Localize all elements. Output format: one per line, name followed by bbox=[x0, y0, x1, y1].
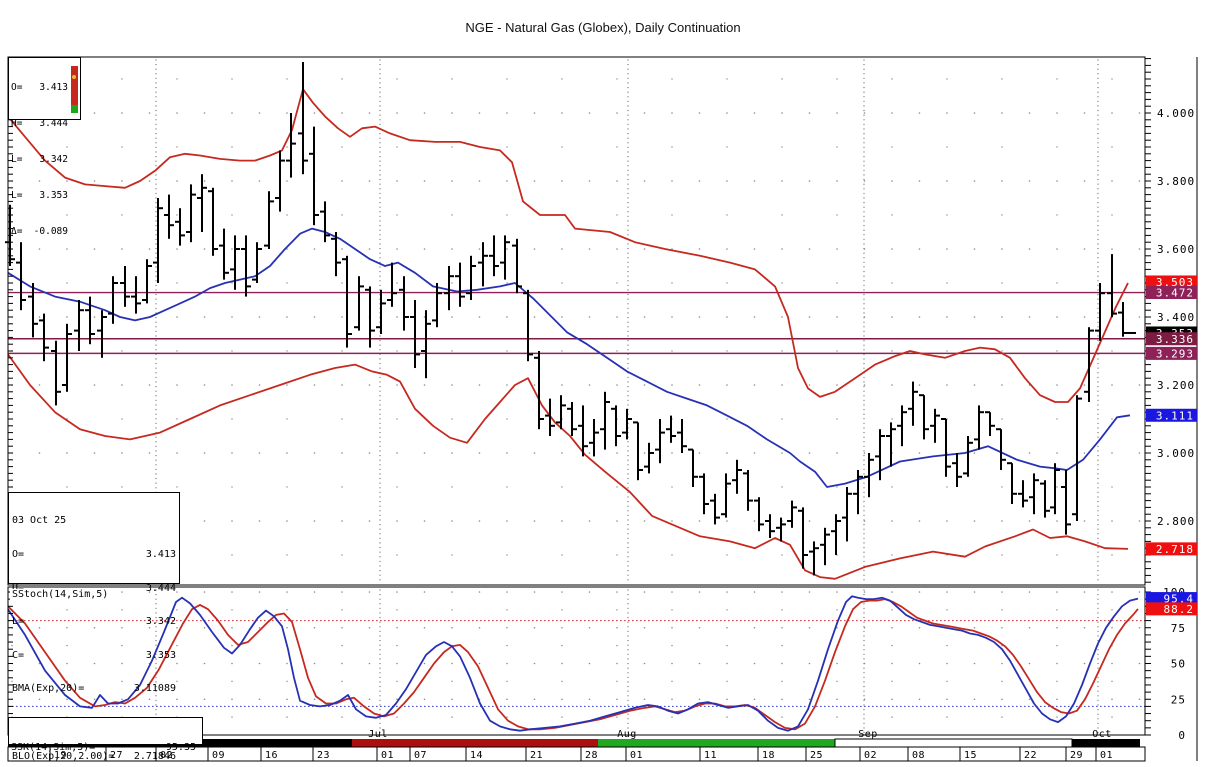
quote-high: H= 3.444 bbox=[11, 118, 68, 129]
bollinger-upper-line bbox=[7, 88, 1129, 403]
svg-text:07: 07 bbox=[414, 750, 427, 761]
svg-text:88.2: 88.2 bbox=[1164, 603, 1195, 616]
quote-change: Δ= -0.089 bbox=[11, 226, 68, 237]
svg-text:3.111: 3.111 bbox=[1156, 409, 1194, 422]
svg-text:3.400: 3.400 bbox=[1157, 311, 1195, 324]
svg-text:3.336: 3.336 bbox=[1156, 333, 1194, 346]
bollinger-lower-line bbox=[7, 353, 1129, 580]
stochastic-axis-labels: 1007550250 bbox=[1163, 586, 1186, 742]
ssk-row: SSK(14,Sim,5)= 95.35 bbox=[11, 742, 196, 753]
svg-text:3.293: 3.293 bbox=[1156, 347, 1194, 360]
candlestick-layer bbox=[5, 62, 1136, 576]
svg-text:16: 16 bbox=[265, 750, 278, 761]
mini-candle-icon bbox=[71, 66, 78, 113]
svg-text:01: 01 bbox=[1100, 750, 1113, 761]
svg-text:3.200: 3.200 bbox=[1157, 379, 1195, 392]
price-tag-labels: 3.5033.4723.3533.3363.2933.1112.71895.48… bbox=[1146, 275, 1197, 616]
svg-text:50: 50 bbox=[1171, 658, 1186, 671]
month-labels: Jul Aug Sep Oct bbox=[368, 729, 1112, 740]
date-axis: 19 27 02 09 16 23 01 07 14 21 28 01 11 18 25 02 08 15 22 29… bbox=[7, 746, 1146, 762]
svg-text:Aug: Aug bbox=[617, 729, 637, 740]
svg-text:3.800: 3.800 bbox=[1157, 175, 1195, 188]
svg-text:3.472: 3.472 bbox=[1156, 287, 1194, 300]
svg-text:75: 75 bbox=[1171, 622, 1186, 635]
svg-text:18: 18 bbox=[762, 750, 775, 761]
svg-text:25: 25 bbox=[1171, 693, 1186, 706]
svg-text:01: 01 bbox=[630, 750, 643, 761]
data-window-date: 03 Oct 25 bbox=[12, 515, 67, 527]
svg-text:0: 0 bbox=[1178, 729, 1186, 742]
stochastic-indicator-label: SStoch(14,Sim,5) bbox=[10, 589, 111, 600]
svg-text:15: 15 bbox=[964, 750, 977, 761]
svg-text:08: 08 bbox=[912, 750, 925, 761]
svg-text:14: 14 bbox=[470, 750, 483, 761]
moving-average-line bbox=[7, 227, 1131, 488]
stochastic-readout-box: SSK(14,Sim,5)=95.35 SSD(14,Sim,5,Sim,3)=… bbox=[8, 717, 203, 753]
svg-text:23: 23 bbox=[317, 750, 330, 761]
svg-text:2.718: 2.718 bbox=[1156, 543, 1194, 556]
svg-text:Sep: Sep bbox=[858, 729, 878, 740]
svg-text:27: 27 bbox=[110, 750, 123, 761]
price-axis-labels: 4.000 3.800 3.600 3.400 3.200 3.000 2.800 bbox=[1157, 107, 1195, 528]
svg-text:22: 22 bbox=[1024, 750, 1037, 761]
svg-text:01: 01 bbox=[381, 750, 394, 761]
svg-text:2.800: 2.800 bbox=[1157, 515, 1195, 528]
svg-text:11: 11 bbox=[704, 750, 717, 761]
svg-text:3.503: 3.503 bbox=[1156, 276, 1194, 289]
svg-text:28: 28 bbox=[585, 750, 598, 761]
svg-text:29: 29 bbox=[1070, 750, 1083, 761]
svg-text:09: 09 bbox=[212, 750, 225, 761]
svg-text:02: 02 bbox=[160, 750, 173, 761]
quote-last: L= 3.353 bbox=[11, 190, 68, 201]
chart-title: NGE - Natural Gas (Globex), Daily Contin… bbox=[465, 20, 741, 35]
svg-text:02: 02 bbox=[864, 750, 877, 761]
svg-text:Oct: Oct bbox=[1092, 729, 1112, 740]
quote-low: L= 3.342 bbox=[11, 154, 68, 165]
svg-text:Jul: Jul bbox=[368, 729, 388, 740]
horizontal-level-lines bbox=[8, 291, 1145, 355]
svg-text:95.4: 95.4 bbox=[1164, 593, 1195, 606]
svg-text:19: 19 bbox=[54, 750, 67, 761]
svg-text:21: 21 bbox=[530, 750, 543, 761]
data-window: 03 Oct 25 O=3.413 H=3.444 L=3.342 C=3.35… bbox=[8, 492, 180, 762]
grid-dots-layer bbox=[11, 59, 1141, 734]
svg-text:25: 25 bbox=[810, 750, 823, 761]
svg-text:3.600: 3.600 bbox=[1157, 243, 1195, 256]
stochastic-reference-lines bbox=[8, 620, 1145, 707]
stochastic-k-line bbox=[7, 595, 1139, 732]
quote-open: O= 3.413 bbox=[11, 82, 68, 93]
svg-text:4.000: 4.000 bbox=[1157, 107, 1195, 120]
svg-text:3.000: 3.000 bbox=[1157, 447, 1195, 460]
panel-frames bbox=[7, 56, 1198, 761]
quote-box: O= 3.413 H= 3.444 L= 3.342 L= 3.353 Δ= -0.089 bbox=[8, 57, 81, 237]
